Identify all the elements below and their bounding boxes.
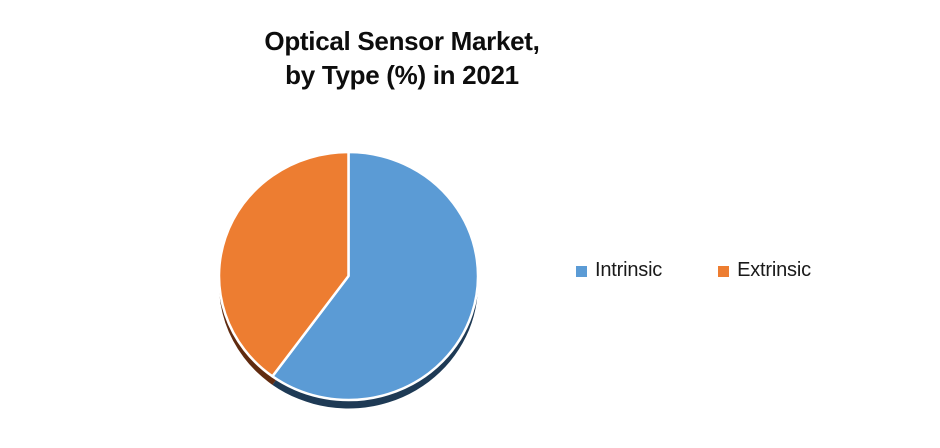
chart-title-line-2: by Type (%) in 2021 [285,60,519,90]
legend-item-extrinsic: Extrinsic [718,258,811,282]
legend-item-intrinsic: Intrinsic [576,258,662,282]
chart-title-line-1: Optical Sensor Market, [264,26,540,56]
legend-marker-extrinsic-icon [718,265,730,277]
pie-slices-group [217,150,480,402]
legend-label-intrinsic: Intrinsic [595,259,663,281]
pie-slice-extrinsic [217,150,350,378]
legend-marker-intrinsic-icon [576,265,587,277]
legend-label-extrinsic: Extrinsic [737,259,811,281]
pie-slice-intrinsic [271,150,480,402]
chart-title: Optical Sensor Market, by Type (%) in 20… [2,24,802,92]
legend: Intrinsic Extrinsic [576,258,811,282]
